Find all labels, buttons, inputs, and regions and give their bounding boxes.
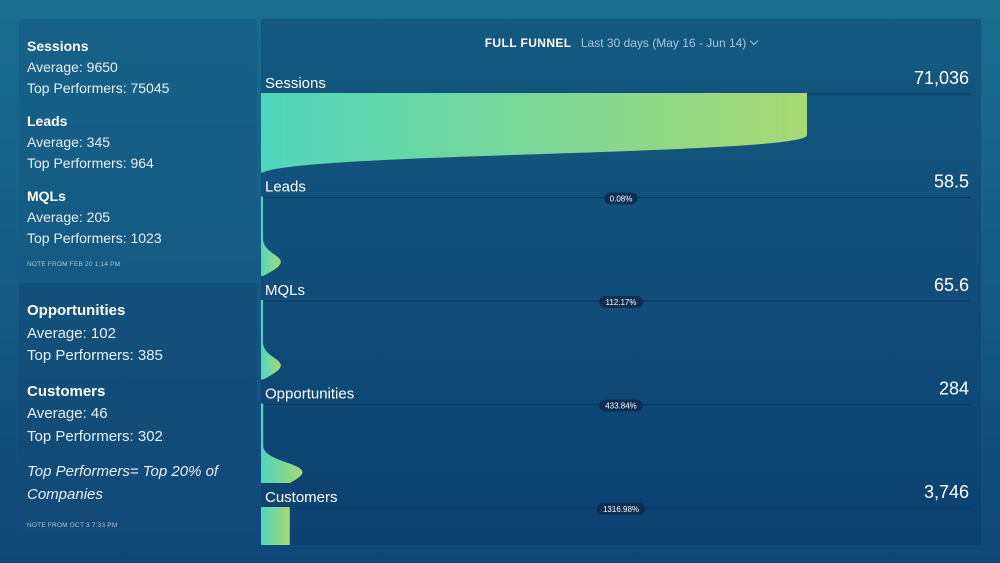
note-panel-bottom: Opportunities Average: 102 Top Performer… bbox=[19, 283, 257, 545]
funnel-segment[interactable] bbox=[261, 403, 303, 484]
stage-value: 58.5 bbox=[934, 172, 969, 192]
date-range-label: Last 30 days (May 16 - Jun 14) bbox=[580, 36, 747, 50]
funnel-segment[interactable] bbox=[261, 196, 281, 277]
conversion-rate-label: 0.08% bbox=[610, 195, 633, 204]
note-group-opportunities: Opportunities Average: 102 Top Performer… bbox=[27, 300, 249, 368]
note-average: Average: 9650 bbox=[27, 59, 118, 75]
conversion-rate-label: 433.84% bbox=[605, 402, 637, 411]
stage-label: Customers bbox=[265, 489, 338, 506]
date-range-selector[interactable]: Last 30 days (May 16 - Jun 14) bbox=[580, 36, 759, 50]
note-group-customers: Customers Average: 46 Top Performers: 30… bbox=[27, 381, 249, 449]
stage-value: 3,746 bbox=[924, 482, 969, 502]
stage-label: Opportunities bbox=[265, 386, 354, 403]
conversion-rate-label: 1316.98% bbox=[603, 505, 639, 514]
stage-label: Leads bbox=[265, 179, 306, 196]
conversion-badge bbox=[596, 503, 646, 515]
note-title: MQLs bbox=[27, 188, 66, 204]
note-title: Leads bbox=[27, 113, 68, 129]
funnel-segment[interactable] bbox=[261, 93, 807, 173]
note-top-performers: Top Performers: 964 bbox=[27, 155, 154, 171]
note-title: Sessions bbox=[27, 38, 89, 54]
conversion-badge bbox=[599, 399, 643, 412]
stage-value: 65.6 bbox=[934, 275, 969, 295]
note-average: Average: 345 bbox=[27, 134, 111, 150]
note-group-sessions: Sessions Average: 9650 Top Performers: 7… bbox=[27, 36, 249, 99]
note-average: Average: 102 bbox=[27, 324, 116, 342]
note-group-mqls: MQLs Average: 205 Top Performers: 1023 bbox=[27, 186, 249, 249]
note-top-performers: Top Performers: 385 bbox=[27, 347, 163, 364]
funnel-chart-panel: FULL FUNNEL Last 30 days (May 16 - Jun 1… bbox=[261, 19, 981, 545]
funnel-segment[interactable] bbox=[261, 300, 281, 380]
note-footer: NOTE FROM FEB 20 1:14 PM bbox=[27, 261, 121, 268]
note-panel-top: Sessions Average: 9650 Top Performers: 7… bbox=[19, 19, 257, 279]
stage-value: 284 bbox=[939, 379, 969, 399]
chart-title: FULL FUNNEL bbox=[484, 36, 572, 50]
note-top-performers: Top Performers: 75045 bbox=[27, 80, 170, 96]
note-title: Opportunities bbox=[27, 302, 126, 319]
funnel-chart: Sessions 71,036 Leads 58.5 0.08% MQLs 65.6 112.… bbox=[261, 68, 971, 545]
note-remark: Top Performers= Top 20% of Companies bbox=[27, 463, 219, 503]
note-average: Average: 46 bbox=[27, 405, 108, 422]
stage-label: MQLs bbox=[265, 282, 305, 299]
conversion-badge bbox=[599, 296, 643, 308]
note-top-performers: Top Performers: 1023 bbox=[27, 230, 162, 246]
stage-value: 71,036 bbox=[914, 68, 969, 88]
conversion-badge bbox=[604, 192, 638, 205]
stage-label: Sessions bbox=[265, 75, 326, 92]
note-footer: NOTE FROM OCT 3 7:33 PM bbox=[27, 522, 118, 529]
chart-header: FULL FUNNEL Last 30 days (May 16 - Jun 1… bbox=[261, 36, 981, 50]
note-group-leads: Leads Average: 345 Top Performers: 964 bbox=[27, 111, 249, 174]
note-average: Average: 205 bbox=[27, 209, 111, 225]
funnel-segment[interactable] bbox=[261, 507, 290, 545]
note-title: Customers bbox=[27, 382, 106, 400]
note-top-performers: Top Performers: 302 bbox=[27, 427, 163, 445]
conversion-rate-label: 112.17% bbox=[606, 298, 637, 307]
